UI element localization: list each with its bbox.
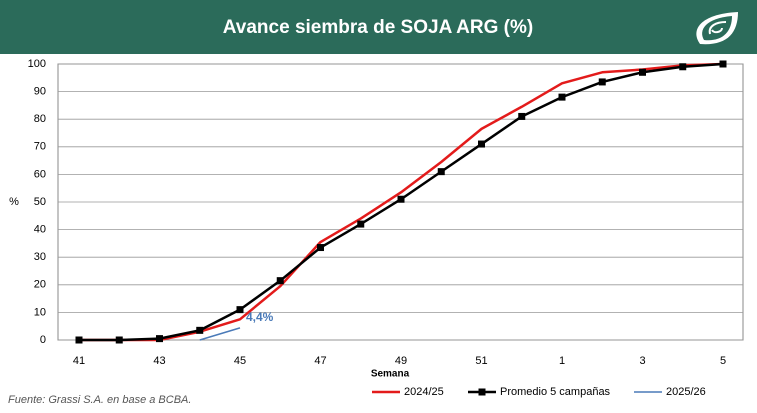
marker (679, 63, 687, 71)
legend-label: 2025/26 (666, 386, 706, 398)
marker (236, 306, 244, 314)
x-tick-label: 51 (475, 355, 487, 367)
marker (357, 220, 365, 228)
legend-marker (478, 388, 486, 396)
series-line (79, 62, 724, 342)
legend-label: Promedio 5 campañas (500, 386, 611, 398)
y-tick-label: 60 (34, 168, 46, 180)
x-tick-label: 45 (234, 355, 246, 367)
chart-title: Avance siembra de SOJA ARG (%) (223, 17, 533, 38)
marker (317, 244, 324, 252)
y-tick-label: 80 (34, 113, 46, 125)
marker (478, 140, 485, 148)
x-axis-label: Semana (371, 369, 410, 380)
marker (276, 277, 284, 285)
y-tick-label: 50 (34, 196, 46, 208)
series-line (199, 327, 241, 341)
x-tick-label: 49 (395, 355, 407, 367)
marker (639, 68, 646, 76)
x-tick-label: 41 (73, 355, 85, 367)
data-label: 4,4% (246, 310, 274, 324)
y-tick-label: 100 (28, 58, 46, 70)
marker (196, 326, 204, 334)
source-note: Fuente: Grassi S.A. en base a BCBA. (8, 394, 191, 406)
y-tick-label: 40 (34, 224, 46, 236)
y-tick-label: 30 (34, 251, 46, 263)
x-tick-label: 47 (314, 355, 326, 367)
logo (696, 12, 738, 45)
marker (115, 336, 123, 344)
marker (719, 60, 727, 68)
legend-label: 2024/25 (404, 386, 444, 398)
marker (558, 93, 566, 101)
x-tick-label: 3 (639, 355, 645, 367)
header-band (0, 0, 757, 54)
marker (156, 335, 163, 343)
y-tick-label: 90 (34, 86, 46, 98)
x-tick-label: 5 (720, 355, 726, 367)
marker (397, 195, 405, 203)
x-tick-label: 43 (153, 355, 165, 367)
marker (518, 112, 526, 120)
y-tick-label: 70 (34, 141, 46, 153)
y-tick-label: 20 (34, 279, 46, 291)
marker (437, 168, 445, 176)
y-axis-label: % (9, 196, 19, 208)
marker (75, 336, 83, 344)
x-tick-label: 1 (559, 355, 565, 367)
y-tick-label: 0 (40, 334, 46, 346)
marker (598, 78, 606, 86)
y-tick-label: 10 (34, 306, 46, 318)
